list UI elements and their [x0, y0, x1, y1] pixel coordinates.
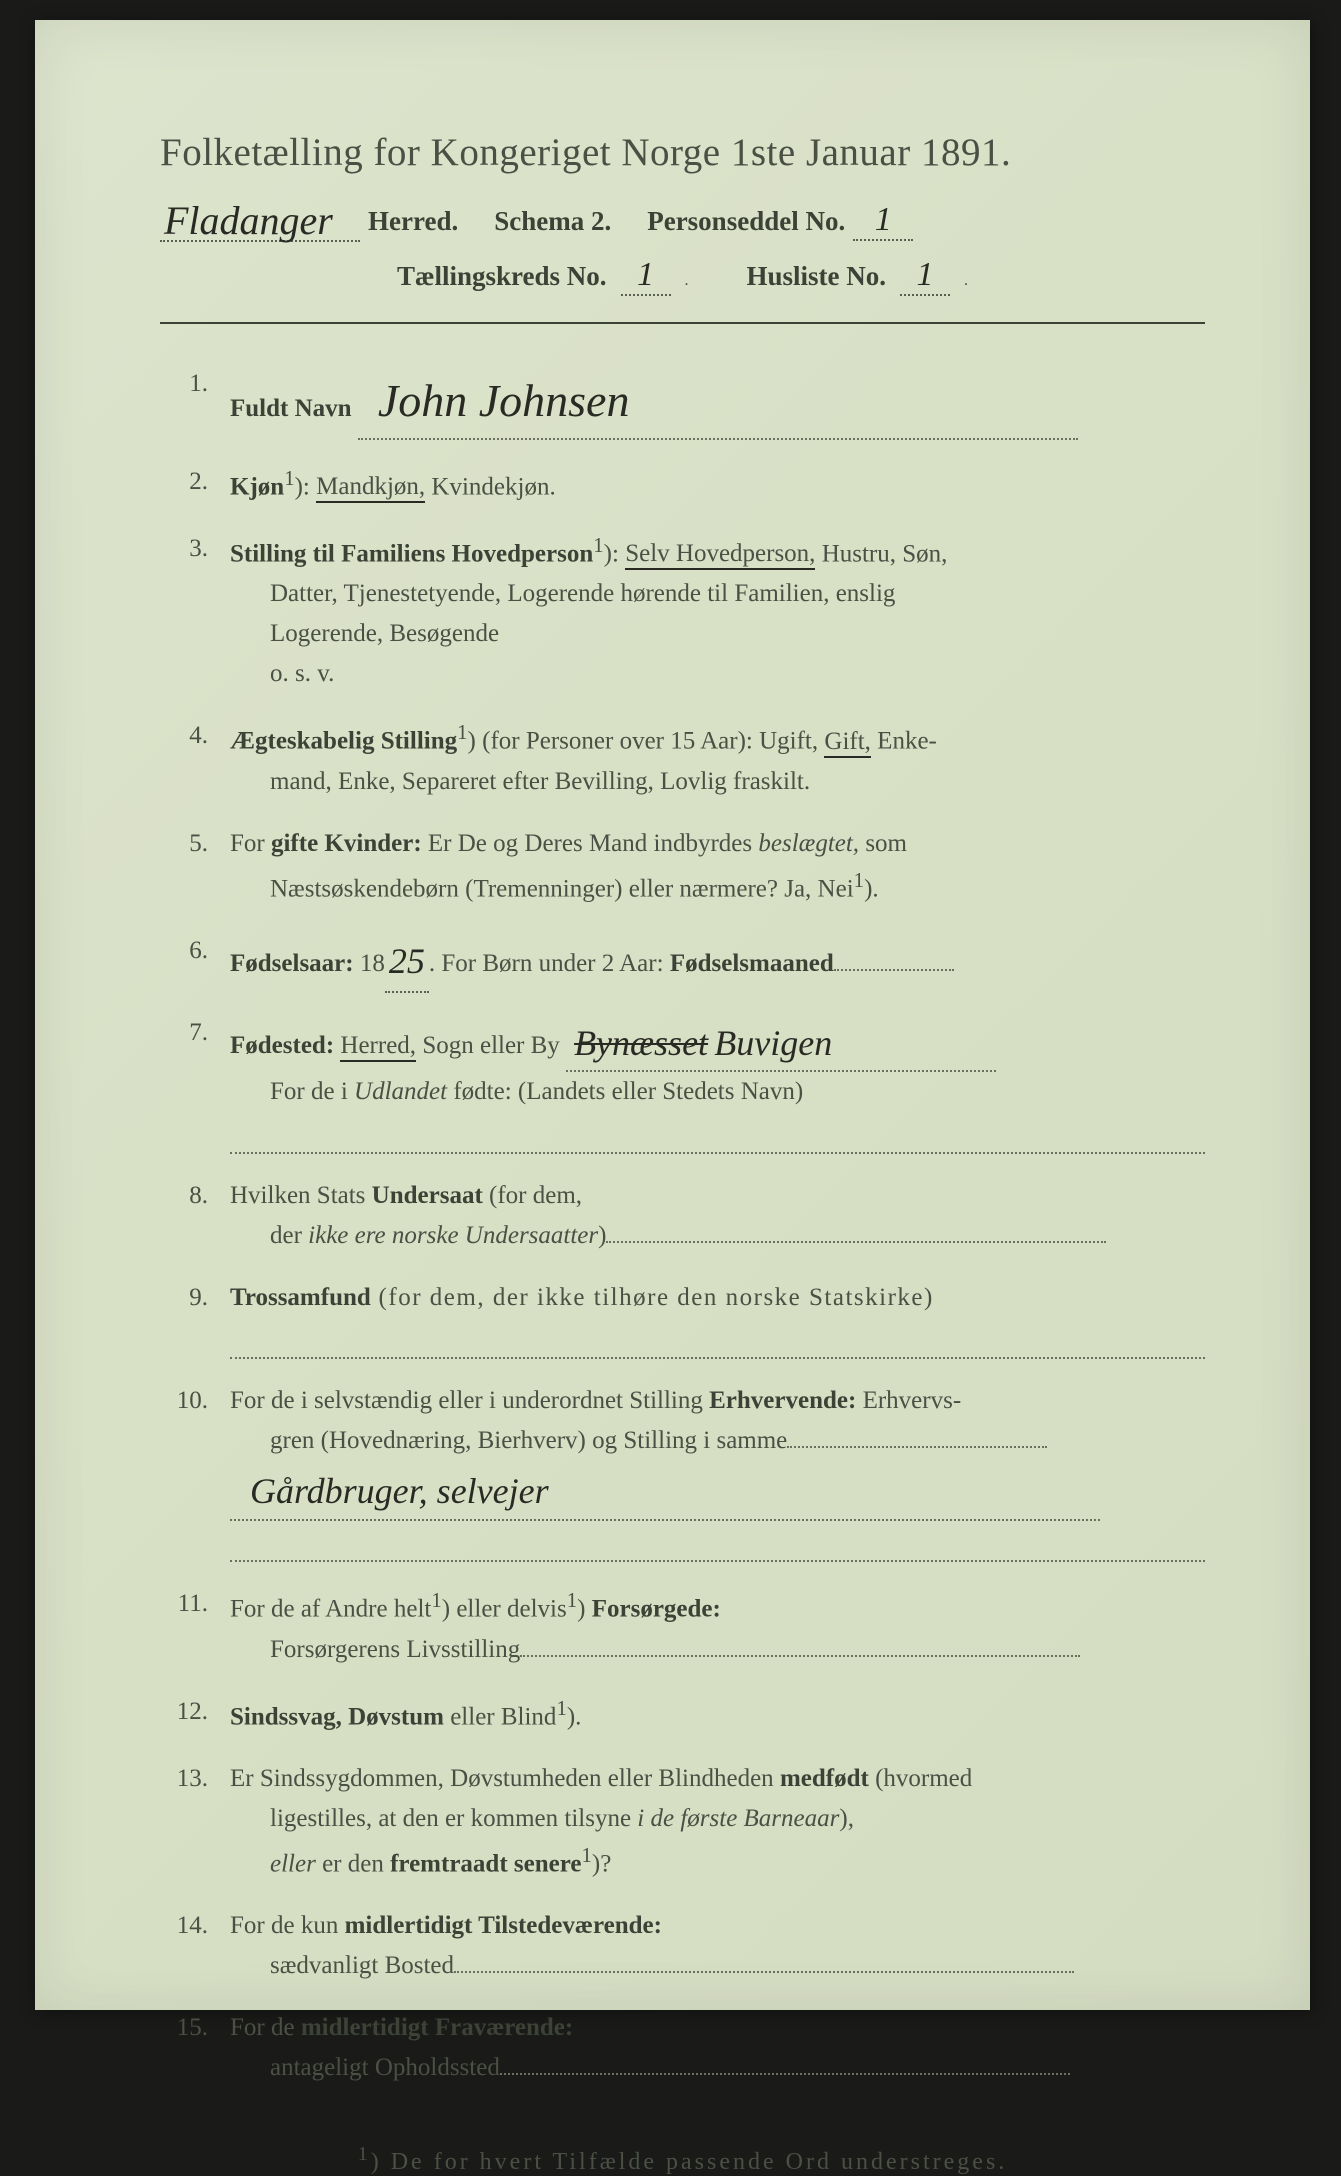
q4-label: Ægteskabelig Stilling	[230, 728, 457, 755]
item-2: 2. Kjøn1): Mandkjøn, Kvindekjøn.	[160, 462, 1205, 507]
form-title: Folketælling for Kongeriget Norge 1ste J…	[160, 130, 1205, 175]
q8-label: Undersaat	[372, 1182, 483, 1209]
item-1: 1. Fuldt Navn John Johnsen	[160, 364, 1205, 440]
q9-label: Trossamfund	[230, 1284, 371, 1311]
q7-value: Buvigen	[714, 1023, 832, 1063]
footnote: 1) De for hvert Tilfælde passende Ord un…	[160, 2143, 1205, 2176]
item-15: 15. For de midlertidigt Fraværende: anta…	[160, 2008, 1205, 2088]
item-10: 10. For de i selvstændig eller i underor…	[160, 1381, 1205, 1562]
personseddel-no: 1	[875, 201, 892, 239]
q6-value: 25	[385, 933, 429, 993]
item-14: 14. For de kun midlertidigt Tilstedevære…	[160, 1906, 1205, 1986]
herred-label: Herred.	[368, 206, 458, 237]
q3-label: Stilling til Familiens Hovedperson	[230, 540, 593, 567]
q5-label: gifte Kvinder:	[271, 830, 422, 857]
item-11: 11. For de af Andre helt1) eller delvis1…	[160, 1584, 1205, 1669]
q6-label: Fødselsaar:	[230, 950, 354, 977]
personseddel-label: Personseddel No.	[647, 206, 845, 237]
q12-label: Sindssvag, Døvstum	[230, 1703, 444, 1730]
item-12: 12. Sindssvag, Døvstum eller Blind1).	[160, 1692, 1205, 1737]
item-9: 9. Trossamfund (for dem, der ikke tilhør…	[160, 1278, 1205, 1360]
q13-label: medfødt	[780, 1765, 869, 1792]
q1-value: John Johnsen	[378, 375, 630, 426]
q2-opt2: Kvindekjøn.	[431, 473, 555, 500]
q11-label: Forsørgede:	[592, 1596, 721, 1623]
taellingskreds-no: 1	[637, 256, 654, 294]
q15-label: midlertidigt Fraværende:	[301, 2014, 573, 2041]
schema-label: Schema 2.	[494, 206, 611, 237]
q7-label: Fødested:	[230, 1032, 334, 1059]
header-row-1: Fladanger Herred. Schema 2. Personseddel…	[160, 193, 1205, 242]
q14-label: midlertidigt Tilstedeværende:	[345, 1912, 662, 1939]
divider	[160, 322, 1205, 324]
q7-value-strike: Bynæsset	[574, 1023, 708, 1063]
husliste-no: 1	[917, 256, 934, 294]
herred-value: Fladanger	[164, 197, 333, 244]
item-6: 6. Fødselsaar: 1825. For Børn under 2 Aa…	[160, 931, 1205, 991]
q10-label: Erhvervende:	[709, 1387, 856, 1414]
form-items: 1. Fuldt Navn John Johnsen 2. Kjøn1): Ma…	[160, 364, 1205, 2088]
q1-label: Fuldt Navn	[230, 395, 352, 422]
q4-selected: Gift,	[824, 728, 871, 758]
census-form-page: Folketælling for Kongeriget Norge 1ste J…	[35, 20, 1310, 2010]
q10-value: Gårdbruger, selvejer	[250, 1471, 549, 1511]
item-5: 5. For gifte Kvinder: Er De og Deres Man…	[160, 824, 1205, 909]
husliste-label: Husliste No.	[747, 261, 887, 292]
item-13: 13. Er Sindssygdommen, Døvstumheden elle…	[160, 1759, 1205, 1884]
q2-label: Kjøn	[230, 473, 284, 500]
taellingskreds-label: Tællingskreds No.	[397, 261, 607, 292]
item-3: 3. Stilling til Familiens Hovedperson1):…	[160, 529, 1205, 694]
q3-selected: Selv Hovedperson,	[625, 540, 815, 570]
item-7: 7. Fødested: Herred, Sogn eller By Bynæs…	[160, 1013, 1205, 1154]
q2-selected: Mandkjøn,	[316, 473, 425, 503]
item-4: 4. Ægteskabelig Stilling1) (for Personer…	[160, 716, 1205, 801]
item-8: 8. Hvilken Stats Undersaat (for dem, der…	[160, 1176, 1205, 1256]
header-row-2: Tællingskreds No. 1 . Husliste No. 1 .	[160, 256, 1205, 296]
